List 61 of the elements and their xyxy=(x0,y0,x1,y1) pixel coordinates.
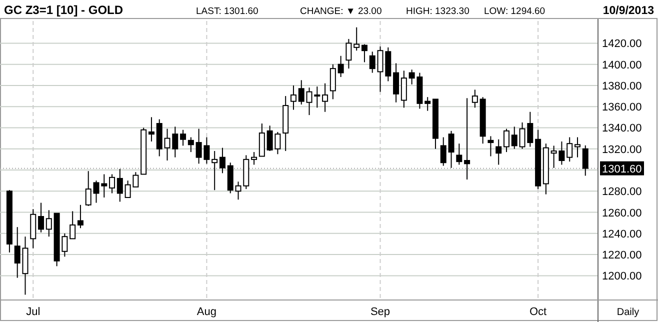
x-tick-label: Sep xyxy=(370,306,390,318)
candlestick xyxy=(148,116,154,142)
x-tick-label: Jul xyxy=(26,306,40,318)
candlestick xyxy=(180,129,186,146)
candlestick xyxy=(46,210,52,238)
candlestick xyxy=(290,84,296,110)
candlestick xyxy=(566,136,573,162)
candlestick xyxy=(496,138,502,166)
y-tick-label: 1400.00 xyxy=(602,59,642,72)
y-tick-label: 1200.00 xyxy=(602,270,642,283)
candlestick xyxy=(472,89,478,108)
candlestick xyxy=(503,128,510,153)
y-tick-label: 1220.00 xyxy=(602,250,642,262)
candlestick xyxy=(424,96,431,112)
text: LAST: 1301.60 xyxy=(196,6,258,17)
candlestick xyxy=(511,126,518,150)
candlestick xyxy=(400,70,407,108)
y-tick-label: 1280.00 xyxy=(602,186,642,198)
candlestick xyxy=(582,144,588,176)
candlestick xyxy=(212,150,218,191)
x-tick-label: Oct xyxy=(529,306,547,318)
candlestick xyxy=(354,26,360,52)
candlestick xyxy=(330,64,336,100)
candlestick xyxy=(188,136,194,153)
candlestick xyxy=(488,136,494,157)
candlestick xyxy=(448,130,454,168)
candlestick xyxy=(338,55,344,78)
y-tick-label: 1320.00 xyxy=(602,144,642,156)
text: CHANGE: ▼ 23.00 xyxy=(300,6,382,17)
candlestick xyxy=(456,143,462,166)
candlestick xyxy=(393,62,400,103)
ref-line-label: 1301.60 xyxy=(602,163,642,176)
text: 10/9/2013 xyxy=(602,5,654,17)
candlestick xyxy=(361,44,368,63)
candlestick xyxy=(574,136,580,158)
y-tick-label: 1380.00 xyxy=(602,80,642,92)
candlestick xyxy=(219,147,226,174)
candlestick xyxy=(77,204,84,229)
candlestick xyxy=(440,136,446,166)
candlestick xyxy=(369,51,376,74)
candlestick xyxy=(322,82,328,112)
text: LOW: 1294.60 xyxy=(484,6,546,17)
candlestick xyxy=(346,38,352,70)
y-tick-label: 1240.00 xyxy=(602,228,642,240)
candlestick xyxy=(116,168,123,202)
candlestick xyxy=(109,174,116,194)
y-tick-label: 1420.00 xyxy=(602,38,642,50)
text: Daily xyxy=(616,307,640,318)
y-tick-label: 1340.00 xyxy=(602,122,642,135)
candlestick xyxy=(464,98,470,180)
x-tick-label: Aug xyxy=(196,306,216,318)
y-tick-label: 1360.00 xyxy=(602,102,642,114)
candlestick xyxy=(258,123,265,157)
candlestick xyxy=(298,80,304,105)
y-tick-label: 1260.00 xyxy=(602,207,642,220)
chart-title: GC Z3=1 [10] - GOLD xyxy=(4,3,124,17)
text: HIGH: 1323.30 xyxy=(406,6,470,17)
candlestick xyxy=(251,152,258,166)
candlestick xyxy=(101,174,108,198)
candlestick xyxy=(38,202,44,233)
candlestick xyxy=(70,210,76,240)
